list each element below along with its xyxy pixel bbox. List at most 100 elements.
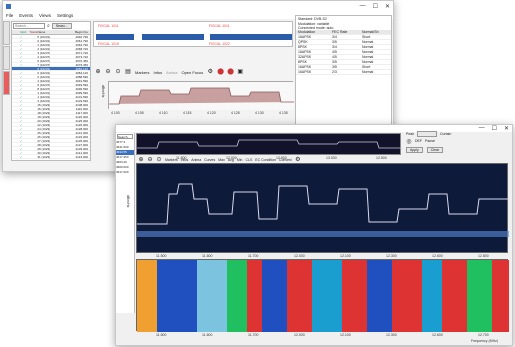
- side-list-item[interactable]: 4641.600: [116, 145, 129, 149]
- table-row[interactable]: ✓ 5 (10237) 4076.450: [12, 59, 90, 63]
- menu-file[interactable]: File: [6, 13, 14, 18]
- menu-views[interactable]: Views: [39, 13, 51, 18]
- clear-button[interactable]: Clear: [426, 147, 444, 153]
- search-icon[interactable]: ⌕: [47, 23, 50, 29]
- detail-tool-toggle[interactable]: Avg: [227, 157, 234, 162]
- record-icon[interactable]: ⬤: [217, 69, 224, 75]
- detail-tool-toggle[interactable]: CLS: [245, 157, 253, 162]
- overview-spectrum[interactable]: FISCAL 1011 FISCAL 1011 FISCAL 1015 FISC…: [93, 21, 293, 47]
- table-row[interactable]: ✓ 32 (1023) 4145.000: [12, 159, 90, 160]
- maximize-button[interactable]: ☐: [372, 4, 378, 10]
- menu-events[interactable]: Events: [19, 13, 34, 18]
- zoom-out-icon[interactable]: ⊖: [105, 69, 111, 75]
- table-row[interactable]: ✓ 24 (1023) 4128.000: [12, 127, 90, 131]
- col-name[interactable]: Name: [37, 30, 46, 34]
- anima-toggle[interactable]: Anima: [166, 69, 178, 75]
- table-row[interactable]: ✓ 6 (10237) 4093.590: [12, 83, 90, 87]
- table-row[interactable]: ✓ 5 (10231) 4046.790: [12, 35, 90, 39]
- table-row[interactable]: ✓ 8 (10237) 4096.590: [12, 87, 90, 91]
- detail-overview[interactable]: [136, 133, 402, 155]
- apply-button[interactable]: Apply: [406, 147, 423, 153]
- col-tasks[interactable]: Tasks: [29, 30, 38, 34]
- detail-tool-toggle[interactable]: Anima: [191, 157, 202, 162]
- record-detail-icon[interactable]: ◎: [406, 139, 412, 145]
- table-row[interactable]: ✓ 18 (1023) 4117.000: [12, 111, 90, 115]
- table-row[interactable]: ✓ 27 (1023) 4135.000: [12, 139, 90, 143]
- side-list-item[interactable]: 4600.000: [116, 165, 129, 169]
- detail-zoom-out-icon[interactable]: ⊖: [147, 156, 153, 163]
- table-row[interactable]: ✓ 2 (10231) 4088.590: [12, 75, 90, 79]
- panel-row[interactable]: 8PSK 3/5 Normal: [296, 60, 391, 65]
- table-row[interactable]: ✓ 19 (1023) 4120.000: [12, 115, 90, 119]
- minimize-button[interactable]: —: [359, 3, 366, 9]
- detail-tool-toggle[interactable]: Curves: [204, 157, 216, 162]
- close-button[interactable]: ✕: [384, 4, 390, 10]
- panel-row[interactable]: QPSK 3/5 Normal: [296, 40, 391, 45]
- table-row[interactable]: ✓ 1 (10231) 4101.590: [12, 95, 90, 99]
- tab-ranking[interactable]: [3, 71, 10, 95]
- table-row[interactable]: ✓ 3 (10237) 4071.720: [12, 51, 90, 55]
- search-input[interactable]: [13, 23, 45, 29]
- side-list-item[interactable]: 4603.20: [116, 160, 127, 164]
- table-row[interactable]: ✓ 16 (1023) 4110.000: [12, 107, 90, 111]
- waterfall[interactable]: [136, 259, 509, 332]
- detail-tool-toggle[interactable]: Markers: [165, 157, 178, 162]
- markers-toggle[interactable]: Markers: [135, 69, 150, 75]
- table-row[interactable]: ✓ 0 (10231) 4061.790: [12, 39, 90, 43]
- table-row[interactable]: ✓ 4 (10237) 4073.720: [12, 55, 90, 59]
- detail-search[interactable]: Search...: [117, 134, 133, 139]
- table-row[interactable]: ✓ 3 (10231) 4103.590: [12, 99, 90, 103]
- panel-row[interactable]: 16APSK 2/3 Normal: [296, 70, 391, 75]
- table-row[interactable]: ✓ 8 (10231) 4082.120: [12, 67, 90, 71]
- detail-spectrum[interactable]: [136, 163, 509, 253]
- side-list-item[interactable]: 4677.3: [116, 140, 126, 144]
- detail-close-button[interactable]: ✕: [503, 126, 509, 132]
- panel-row[interactable]: 16APSK 3/4 Short: [296, 35, 391, 40]
- tab-events[interactable]: [3, 46, 10, 70]
- panel-row[interactable]: 32APSK 4/5 Normal: [296, 55, 391, 60]
- table-row[interactable]: ✓ 0 (10231) 4084.120: [12, 71, 90, 75]
- detail-maximize-button[interactable]: ☐: [491, 126, 497, 132]
- table-row[interactable]: ✓ 29 (1023) 4139.000: [12, 147, 90, 151]
- infos-toggle[interactable]: Infos: [153, 69, 163, 75]
- chart-type-icon[interactable]: ▤: [125, 69, 131, 75]
- detail-zoom-in-icon[interactable]: ⊕: [138, 156, 144, 163]
- search-button[interactable]: Searc...: [51, 23, 72, 29]
- table-row[interactable]: ✓ 22 (1023) 4126.000: [12, 123, 90, 127]
- detail-tool-toggle[interactable]: Infos: [180, 157, 189, 162]
- table-row[interactable]: ✓ 25 (1023) 4131.000: [12, 131, 90, 135]
- spectrum-chart[interactable]: [108, 81, 294, 110]
- table-row[interactable]: ✓ 15 (1023) 4108.000: [12, 103, 90, 107]
- table-row[interactable]: ✓ 26 (1023) 4133.000: [12, 135, 90, 139]
- detail-tool-toggle[interactable]: Max: [218, 157, 225, 162]
- menu-settings[interactable]: Settings: [56, 13, 74, 18]
- detail-tool-toggle[interactable]: EC Condition: [255, 157, 276, 162]
- table-row[interactable]: ✓ 4 (10231) 4091.590: [12, 79, 90, 83]
- settings-gear-icon[interactable]: ⚙: [207, 69, 213, 75]
- table-row[interactable]: ✓ 31 (1023) 4143.000: [12, 155, 90, 159]
- side-list-item[interactable]: 4617.000: [116, 170, 129, 174]
- detail-zoom-fit-icon[interactable]: ⊙: [156, 156, 162, 163]
- detail-settings-icon[interactable]: ⚙: [295, 156, 301, 163]
- table-row[interactable]: ✓ 2 (10231) 4068.720: [12, 47, 90, 51]
- alarm-icon[interactable]: ⬤: [227, 69, 234, 75]
- table-row[interactable]: ✓ 7 (10237) 4079.450: [12, 63, 90, 67]
- detail-tool-toggle[interactable]: Min: [236, 157, 243, 162]
- table-row[interactable]: ✓ 1 (10231) 4099.590: [12, 91, 90, 95]
- side-list-item[interactable]: 4633.55: [116, 150, 134, 155]
- peak-select[interactable]: [416, 131, 437, 137]
- col-begin-freq[interactable]: Begin Fre: [74, 30, 88, 34]
- table-row[interactable]: ✓ 28 (1023) 4137.000: [12, 143, 90, 147]
- detail-minimize-button[interactable]: —: [478, 125, 485, 131]
- panel-row[interactable]: 16APSK 3/5 Short: [296, 65, 391, 70]
- snapshot-icon[interactable]: ▣: [237, 69, 244, 75]
- zoom-fit-icon[interactable]: ⊙: [115, 69, 121, 75]
- col-valid[interactable]: Valid: [19, 30, 27, 34]
- open-focus-button[interactable]: Open Focus: [181, 69, 204, 75]
- table-row[interactable]: ✓ 20 (1023) 4125.000: [12, 119, 90, 123]
- panel-row[interactable]: 16APSK 4/5 Normal: [296, 50, 391, 55]
- panel-row[interactable]: 8PSK 3/4 Normal: [296, 45, 391, 50]
- tab-global[interactable]: [3, 21, 10, 45]
- table-row[interactable]: ✓ 1 (10231) 4063.790: [12, 43, 90, 47]
- zoom-in-icon[interactable]: ⊕: [95, 69, 101, 75]
